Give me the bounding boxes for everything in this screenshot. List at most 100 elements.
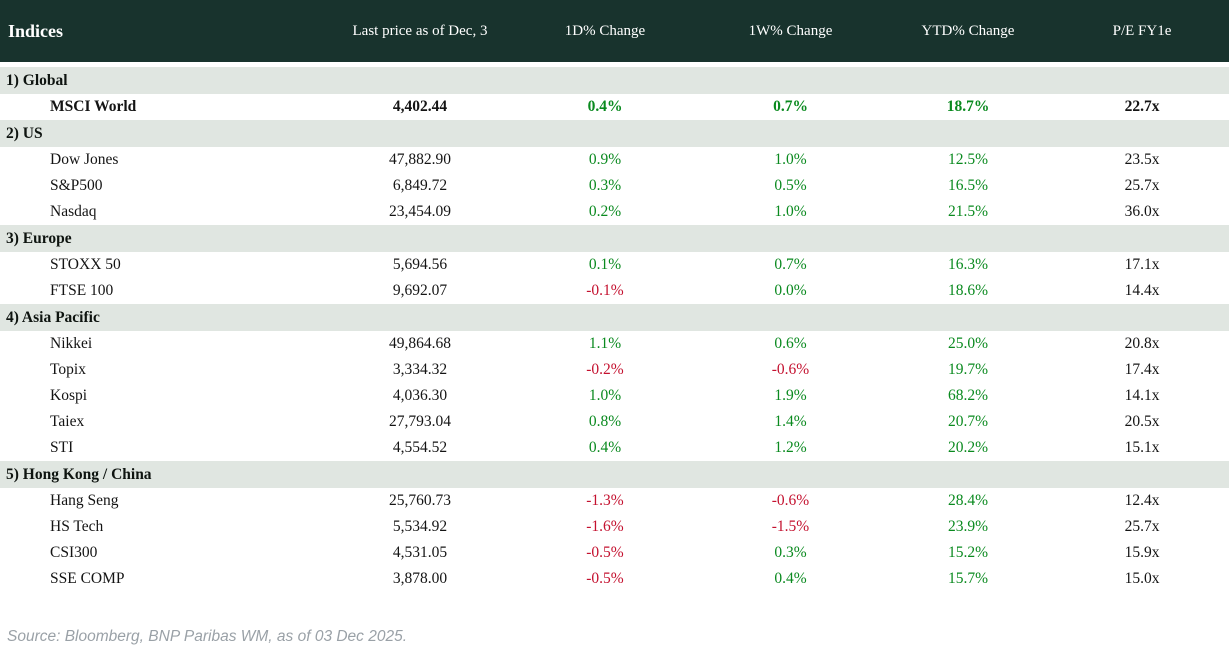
pe-fy1e-cell: 14.1x <box>1055 383 1229 409</box>
index-row: Kospi 4,036.30 1.0% 1.9% 68.2% 14.1x <box>0 383 1229 409</box>
index-row: Nikkei 49,864.68 1.1% 0.6% 25.0% 20.8x <box>0 331 1229 357</box>
last-price-cell: 4,554.52 <box>330 435 510 461</box>
change-ytd-cell: 20.2% <box>881 435 1055 461</box>
index-name-cell: Hang Seng <box>0 488 330 514</box>
last-price-cell: 5,694.56 <box>330 252 510 278</box>
last-price-cell: 47,882.90 <box>330 147 510 173</box>
index-row: STI 4,554.52 0.4% 1.2% 20.2% 15.1x <box>0 435 1229 461</box>
change-1w-cell: 1.0% <box>700 199 881 225</box>
change-ytd-cell: 28.4% <box>881 488 1055 514</box>
header-row: Indices Last price as of Dec, 3 1D% Chan… <box>0 0 1229 62</box>
pe-fy1e-cell: 15.9x <box>1055 540 1229 566</box>
column-header-indices: Indices <box>0 0 330 62</box>
source-note: Source: Bloomberg, BNP Paribas WM, as of… <box>7 628 408 645</box>
last-price-cell: 25,760.73 <box>330 488 510 514</box>
section-row: 2) US <box>0 120 1229 147</box>
change-ytd-cell: 21.5% <box>881 199 1055 225</box>
change-1w-cell: 0.4% <box>700 566 881 592</box>
change-1w-cell: -1.5% <box>700 514 881 540</box>
pe-fy1e-cell: 15.0x <box>1055 566 1229 592</box>
index-row: CSI300 4,531.05 -0.5% 0.3% 15.2% 15.9x <box>0 540 1229 566</box>
section-row: 1) Global <box>0 67 1229 94</box>
change-1w-cell: 0.7% <box>700 94 881 120</box>
index-row: Hang Seng 25,760.73 -1.3% -0.6% 28.4% 12.4x <box>0 488 1229 514</box>
index-row: FTSE 100 9,692.07 -0.1% 0.0% 18.6% 14.4x <box>0 278 1229 304</box>
change-ytd-cell: 18.6% <box>881 278 1055 304</box>
index-name-cell: Topix <box>0 357 330 383</box>
pe-fy1e-cell: 17.1x <box>1055 252 1229 278</box>
pe-fy1e-cell: 14.4x <box>1055 278 1229 304</box>
pe-fy1e-cell: 20.8x <box>1055 331 1229 357</box>
change-ytd-cell: 15.2% <box>881 540 1055 566</box>
section-label: 3) Europe <box>0 225 1229 252</box>
change-1d-cell: -0.5% <box>510 540 700 566</box>
last-price-cell: 27,793.04 <box>330 409 510 435</box>
change-1d-cell: 0.1% <box>510 252 700 278</box>
change-1w-cell: 0.5% <box>700 173 881 199</box>
index-name-cell: Taiex <box>0 409 330 435</box>
section-row: 4) Asia Pacific <box>0 304 1229 331</box>
pe-fy1e-cell: 22.7x <box>1055 94 1229 120</box>
index-name-cell: Kospi <box>0 383 330 409</box>
change-1d-cell: 0.4% <box>510 94 700 120</box>
index-name-cell: STOXX 50 <box>0 252 330 278</box>
pe-fy1e-cell: 25.7x <box>1055 514 1229 540</box>
index-name-cell: Nasdaq <box>0 199 330 225</box>
section-label: 5) Hong Kong / China <box>0 461 1229 488</box>
change-1d-cell: -1.3% <box>510 488 700 514</box>
change-1d-cell: 0.9% <box>510 147 700 173</box>
index-name-cell: S&P500 <box>0 173 330 199</box>
pe-fy1e-cell: 36.0x <box>1055 199 1229 225</box>
change-1w-cell: 0.3% <box>700 540 881 566</box>
indices-table: Indices Last price as of Dec, 3 1D% Chan… <box>0 0 1229 592</box>
change-ytd-cell: 16.5% <box>881 173 1055 199</box>
pe-fy1e-cell: 15.1x <box>1055 435 1229 461</box>
last-price-cell: 4,402.44 <box>330 94 510 120</box>
section-row: 3) Europe <box>0 225 1229 252</box>
last-price-cell: 23,454.09 <box>330 199 510 225</box>
last-price-cell: 6,849.72 <box>330 173 510 199</box>
index-name-cell: HS Tech <box>0 514 330 540</box>
section-label: 2) US <box>0 120 1229 147</box>
change-ytd-cell: 12.5% <box>881 147 1055 173</box>
change-ytd-cell: 68.2% <box>881 383 1055 409</box>
last-price-cell: 3,334.32 <box>330 357 510 383</box>
section-row: 5) Hong Kong / China <box>0 461 1229 488</box>
index-row: MSCI World 4,402.44 0.4% 0.7% 18.7% 22.7x <box>0 94 1229 120</box>
column-header-1d-change: 1D% Change <box>510 0 700 62</box>
change-ytd-cell: 19.7% <box>881 357 1055 383</box>
change-1d-cell: 0.2% <box>510 199 700 225</box>
change-1d-cell: -1.6% <box>510 514 700 540</box>
index-row: Nasdaq 23,454.09 0.2% 1.0% 21.5% 36.0x <box>0 199 1229 225</box>
last-price-cell: 5,534.92 <box>330 514 510 540</box>
change-ytd-cell: 23.9% <box>881 514 1055 540</box>
change-ytd-cell: 16.3% <box>881 252 1055 278</box>
pe-fy1e-cell: 12.4x <box>1055 488 1229 514</box>
last-price-cell: 9,692.07 <box>330 278 510 304</box>
change-1w-cell: -0.6% <box>700 357 881 383</box>
column-header-1w-change: 1W% Change <box>700 0 881 62</box>
change-1d-cell: -0.5% <box>510 566 700 592</box>
index-row: HS Tech 5,534.92 -1.6% -1.5% 23.9% 25.7x <box>0 514 1229 540</box>
table-header: Indices Last price as of Dec, 3 1D% Chan… <box>0 0 1229 62</box>
index-row: Dow Jones 47,882.90 0.9% 1.0% 12.5% 23.5x <box>0 147 1229 173</box>
pe-fy1e-cell: 23.5x <box>1055 147 1229 173</box>
column-header-pe-fy1e: P/E FY1e <box>1055 0 1229 62</box>
index-row: S&P500 6,849.72 0.3% 0.5% 16.5% 25.7x <box>0 173 1229 199</box>
column-header-last-price: Last price as of Dec, 3 <box>330 0 510 62</box>
change-1d-cell: 0.3% <box>510 173 700 199</box>
pe-fy1e-cell: 25.7x <box>1055 173 1229 199</box>
change-1w-cell: 1.2% <box>700 435 881 461</box>
change-1w-cell: 0.7% <box>700 252 881 278</box>
index-name-cell: CSI300 <box>0 540 330 566</box>
index-name-cell: STI <box>0 435 330 461</box>
change-1w-cell: 1.0% <box>700 147 881 173</box>
section-label: 1) Global <box>0 67 1229 94</box>
last-price-cell: 49,864.68 <box>330 331 510 357</box>
change-ytd-cell: 25.0% <box>881 331 1055 357</box>
change-1w-cell: 0.6% <box>700 331 881 357</box>
last-price-cell: 4,531.05 <box>330 540 510 566</box>
change-1d-cell: 0.8% <box>510 409 700 435</box>
change-1d-cell: 0.4% <box>510 435 700 461</box>
index-row: Taiex 27,793.04 0.8% 1.4% 20.7% 20.5x <box>0 409 1229 435</box>
